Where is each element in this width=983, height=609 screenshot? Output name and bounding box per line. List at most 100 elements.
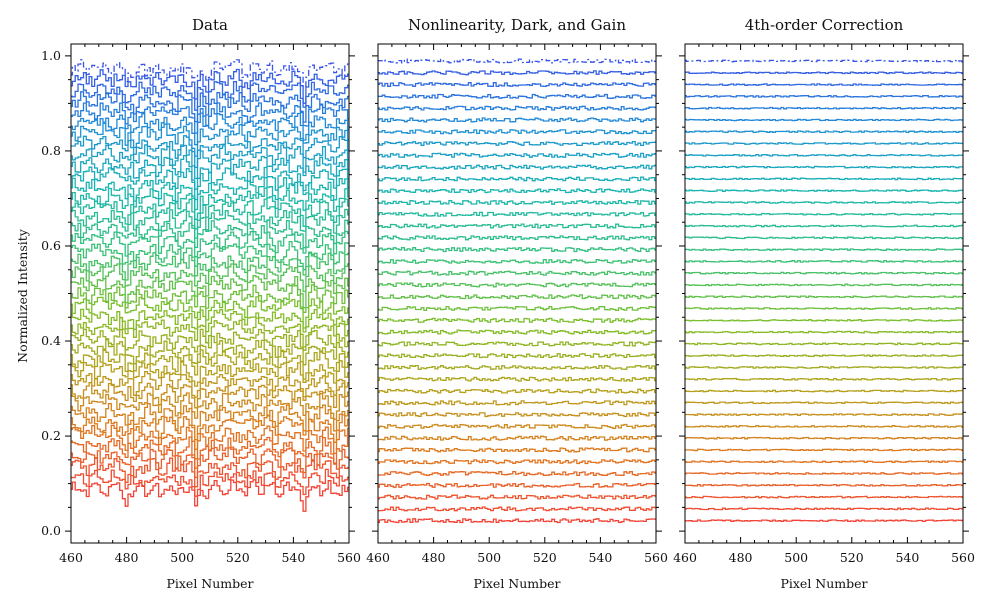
series-line-31 <box>378 164 656 170</box>
series-line-9 <box>685 425 963 428</box>
series-line-28 <box>378 199 656 205</box>
series-line-31 <box>71 154 349 190</box>
series-line-33 <box>378 140 656 147</box>
series-line-38 <box>685 83 963 86</box>
series-line-40 <box>685 59 963 63</box>
series-line-23 <box>71 240 349 271</box>
panel-1: Data 460 480 500 520 540 560 0.0 0.2 0.4 0.6 0.8 1.0… <box>41 16 361 591</box>
series-line-11 <box>71 370 349 398</box>
axes-frame <box>70 43 350 544</box>
series-line-12 <box>685 389 963 393</box>
series-line-18 <box>378 317 656 323</box>
series-line-32 <box>71 144 349 180</box>
series-line-37 <box>71 90 349 123</box>
series-line-11 <box>378 400 656 406</box>
x-tick-label: 460 <box>673 550 697 565</box>
series-line-15 <box>685 354 963 358</box>
series-line-21 <box>378 282 656 288</box>
series-line-8 <box>685 436 963 440</box>
series-line-40 <box>71 59 349 89</box>
series-line-25 <box>71 219 349 249</box>
series-line-21 <box>685 283 963 287</box>
series-line-2 <box>71 468 349 497</box>
panel-title: Nonlinearity, Dark, and Gain <box>408 16 626 34</box>
x-tick-label: 500 <box>477 550 501 565</box>
series-line-24 <box>71 230 349 258</box>
series-line-5 <box>71 436 349 469</box>
series-line-14 <box>685 366 963 369</box>
series-line-8 <box>378 435 656 441</box>
y-tick-label: 1.0 <box>41 48 61 63</box>
series-line-18 <box>685 319 963 322</box>
series-line-1 <box>378 518 656 524</box>
series-line-34 <box>685 130 963 134</box>
series-line-34 <box>71 122 349 157</box>
series-line-33 <box>71 135 349 169</box>
y-tick-label: 0.6 <box>41 238 61 253</box>
x-tick-label: 560 <box>644 550 668 565</box>
x-axis-label: Pixel Number <box>166 576 253 591</box>
series-line-7 <box>685 448 963 452</box>
series-line-32 <box>378 152 656 158</box>
series-line-16 <box>378 341 656 347</box>
series-line-20 <box>685 295 963 299</box>
series-line-26 <box>378 223 656 229</box>
series-line-4 <box>71 447 349 479</box>
series-line-18 <box>71 296 349 329</box>
series-line-25 <box>378 235 656 241</box>
series-line-1 <box>71 479 349 512</box>
x-tick-label: 560 <box>951 550 975 565</box>
series-line-28 <box>685 201 963 204</box>
series-line-16 <box>685 342 963 346</box>
series-line-2 <box>378 506 656 512</box>
x-tick-label: 540 <box>588 550 612 565</box>
y-axis-label: Normalized Intensity <box>15 228 30 363</box>
series-line-40 <box>378 58 656 64</box>
series-line-26 <box>685 224 963 228</box>
series-line-23 <box>685 260 963 263</box>
series-line-9 <box>71 392 349 420</box>
x-tick-label: 560 <box>337 550 361 565</box>
series-line-13 <box>378 376 656 382</box>
series-line-31 <box>685 165 963 169</box>
series-line-8 <box>71 402 349 441</box>
x-tick-label: 520 <box>226 550 250 565</box>
series-group <box>71 59 349 512</box>
y-tick-label: 0.8 <box>41 143 61 158</box>
series-line-6 <box>685 460 963 464</box>
panels: Data 460 480 500 520 540 560 0.0 0.2 0.4 0.6 0.8 1.0… <box>41 16 975 591</box>
series-line-35 <box>685 118 963 122</box>
panel-title: 4th-order Correction <box>745 16 904 34</box>
series-line-6 <box>71 424 349 460</box>
series-line-35 <box>71 112 349 146</box>
series-line-21 <box>71 263 349 293</box>
series-line-29 <box>378 188 656 194</box>
series-line-13 <box>685 377 963 381</box>
panel-3: 4th-order Correction 460 480 500 520 540 560 Pi… <box>673 16 975 591</box>
x-tick-label: 500 <box>784 550 808 565</box>
series-line-4 <box>378 482 656 488</box>
series-line-30 <box>378 176 656 182</box>
series-line-20 <box>71 275 349 309</box>
series-line-1 <box>685 519 963 523</box>
series-line-15 <box>71 328 349 353</box>
y-tick-label: 0.0 <box>41 523 61 538</box>
x-tick-label: 460 <box>59 550 83 565</box>
x-tick-label: 480 <box>422 550 446 565</box>
series-line-39 <box>685 71 963 75</box>
series-line-39 <box>71 68 349 104</box>
series-line-37 <box>685 95 963 98</box>
series-line-4 <box>685 483 963 487</box>
series-line-3 <box>71 457 349 488</box>
series-line-24 <box>378 247 656 253</box>
series-line-33 <box>685 142 963 145</box>
x-tick-label: 500 <box>170 550 194 565</box>
series-line-5 <box>378 470 656 477</box>
y-tick-label: 0.2 <box>41 428 61 443</box>
x-axis-label: Pixel Number <box>780 576 867 591</box>
axes-frame <box>684 43 964 544</box>
series-line-38 <box>378 82 656 88</box>
series-line-28 <box>71 187 349 220</box>
series-line-2 <box>685 507 963 511</box>
series-line-15 <box>378 353 656 359</box>
